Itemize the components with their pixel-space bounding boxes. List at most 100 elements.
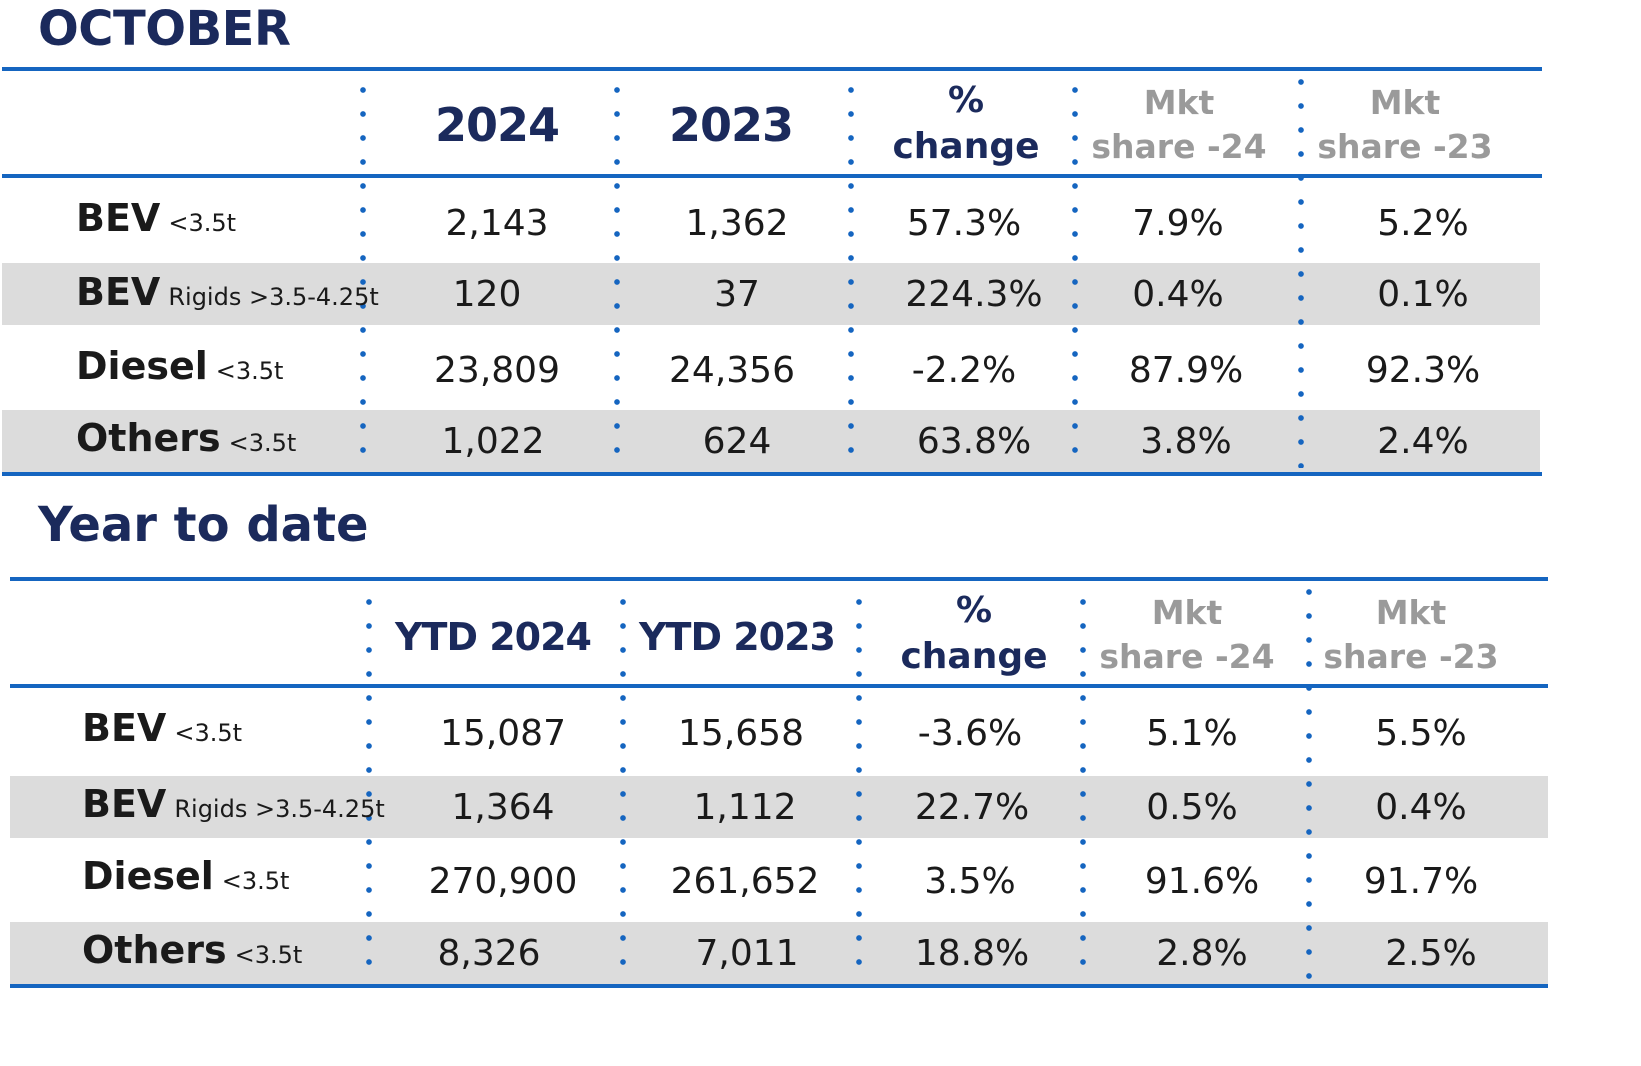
ytd-value-mkt23: 0.4% <box>1375 786 1467 828</box>
ytd-row-label: Diesel <3.5t <box>82 854 289 904</box>
october-value-change: 224.3% <box>905 273 1043 315</box>
october-row-label: BEV <3.5t <box>76 196 236 246</box>
october-value-2024: 120 <box>452 273 522 315</box>
ytd-header-mkt24-line1: Mkt <box>1151 593 1223 632</box>
ytd-value-2023: 15,658 <box>678 712 804 754</box>
october-row-label: Others <3.5t <box>76 416 296 466</box>
ytd-value-2024: 270,900 <box>428 860 578 902</box>
october-top-rule <box>2 67 1542 71</box>
ytd-value-2024: 15,087 <box>440 712 566 754</box>
row-label-main: Others <box>82 928 227 972</box>
october-header-mkt24-line1: Mkt <box>1143 83 1215 122</box>
ytd-value-2024: 8,326 <box>437 932 541 974</box>
ytd-row-band <box>10 776 1548 838</box>
ytd-value-change: 3.5% <box>924 860 1016 902</box>
october-value-mkt24: 3.8% <box>1140 420 1232 462</box>
ytd-row-label: Others <3.5t <box>82 928 302 978</box>
october-row-label: BEV Rigids >3.5-4.25t <box>76 270 379 320</box>
ytd-value-change: 22.7% <box>914 786 1030 828</box>
october-value-mkt23: 2.4% <box>1377 420 1469 462</box>
ytd-value-2024: 1,364 <box>451 786 555 828</box>
ytd-header-change-line2: change <box>900 636 1048 677</box>
row-label-sub: <3.5t <box>168 209 237 237</box>
ytd-column-divider <box>366 590 372 980</box>
ytd-header-mkt24: Mkt share -24 <box>1086 590 1288 680</box>
october-value-2024: 23,809 <box>434 349 560 391</box>
row-label-main: BEV <box>82 782 167 826</box>
october-header-change-line2: change <box>892 126 1040 167</box>
october-column-divider <box>614 78 620 468</box>
october-row-band <box>2 410 1540 472</box>
ytd-title: Year to date <box>38 497 369 553</box>
row-label-main: BEV <box>76 196 161 240</box>
october-value-mkt24: 7.9% <box>1132 202 1224 244</box>
ytd-value-mkt24: 0.5% <box>1146 786 1238 828</box>
row-label-sub: <3.5t <box>174 719 243 747</box>
october-value-mkt23: 5.2% <box>1377 202 1469 244</box>
row-label-sub: Rigids >3.5-4.25t <box>174 795 385 823</box>
ytd-value-mkt23: 91.7% <box>1363 860 1479 902</box>
row-label-sub: <3.5t <box>221 867 290 895</box>
ytd-value-mkt24: 91.6% <box>1144 860 1260 902</box>
ytd-value-2023: 1,112 <box>693 786 797 828</box>
october-header-change: % change <box>856 76 1076 172</box>
row-label-sub: Rigids >3.5-4.25t <box>168 283 379 311</box>
october-value-mkt23: 92.3% <box>1365 349 1481 391</box>
ytd-value-2023: 261,652 <box>670 860 820 902</box>
october-value-2023: 1,362 <box>685 202 789 244</box>
october-header-mkt24: Mkt share -24 <box>1078 80 1280 170</box>
october-header-mkt23: Mkt share -23 <box>1304 80 1506 170</box>
ytd-header-mkt23-line1: Mkt <box>1375 593 1447 632</box>
october-value-2023: 37 <box>714 273 760 315</box>
ytd-column-divider <box>1306 580 1312 980</box>
october-row-band <box>2 263 1540 325</box>
october-value-mkt23: 0.1% <box>1377 273 1469 315</box>
october-column-divider <box>360 78 366 468</box>
october-value-change: 63.8% <box>916 420 1032 462</box>
october-value-change: -2.2% <box>911 349 1017 391</box>
ytd-column-divider <box>856 590 862 980</box>
ytd-bottom-rule <box>10 984 1548 988</box>
october-value-2023: 24,356 <box>669 349 795 391</box>
ytd-top-rule <box>10 577 1548 581</box>
ytd-value-mkt23: 2.5% <box>1385 932 1477 974</box>
ytd-column-divider <box>1080 590 1086 980</box>
october-value-2024: 1,022 <box>441 420 545 462</box>
october-column-divider <box>848 78 854 468</box>
ytd-value-change: -3.6% <box>917 712 1023 754</box>
october-title: OCTOBER <box>38 1 291 57</box>
row-label-sub: <3.5t <box>234 941 303 969</box>
october-value-2024: 2,143 <box>445 202 549 244</box>
ytd-value-mkt24: 5.1% <box>1146 712 1238 754</box>
october-header-2023: 2023 <box>668 98 794 152</box>
october-header-mkt23-line2: share -23 <box>1317 127 1493 166</box>
row-label-main: Diesel <box>76 344 208 388</box>
october-value-change: 57.3% <box>906 202 1022 244</box>
ytd-header-change-line1: % <box>955 590 993 631</box>
october-column-divider <box>1072 78 1078 468</box>
ytd-header-2024: YTD 2024 <box>395 615 592 659</box>
ytd-value-mkt24: 2.8% <box>1156 932 1248 974</box>
ytd-value-mkt23: 5.5% <box>1375 712 1467 754</box>
row-label-sub: <3.5t <box>215 357 284 385</box>
ytd-column-divider <box>620 590 626 980</box>
october-bottom-rule <box>2 472 1542 476</box>
ytd-header-mkt23-line2: share -23 <box>1323 637 1499 676</box>
row-label-main: Diesel <box>82 854 214 898</box>
october-header-mkt24-line2: share -24 <box>1091 127 1267 166</box>
row-label-main: BEV <box>76 270 161 314</box>
ytd-value-2023: 7,011 <box>695 932 799 974</box>
ytd-row-label: BEV Rigids >3.5-4.25t <box>82 782 385 832</box>
ytd-header-2023: YTD 2023 <box>639 615 836 659</box>
october-row-label: Diesel <3.5t <box>76 344 283 394</box>
october-column-divider <box>1298 70 1304 468</box>
october-header-2024: 2024 <box>434 98 560 152</box>
ytd-header-mkt24-line2: share -24 <box>1099 637 1275 676</box>
ytd-value-change: 18.8% <box>914 932 1030 974</box>
ytd-header-mkt23: Mkt share -23 <box>1310 590 1512 680</box>
ytd-row-band <box>10 922 1548 984</box>
october-header-rule <box>2 174 1542 178</box>
october-header-change-line1: % <box>947 80 985 121</box>
october-value-mkt24: 0.4% <box>1132 273 1224 315</box>
ytd-row-label: BEV <3.5t <box>82 706 242 756</box>
